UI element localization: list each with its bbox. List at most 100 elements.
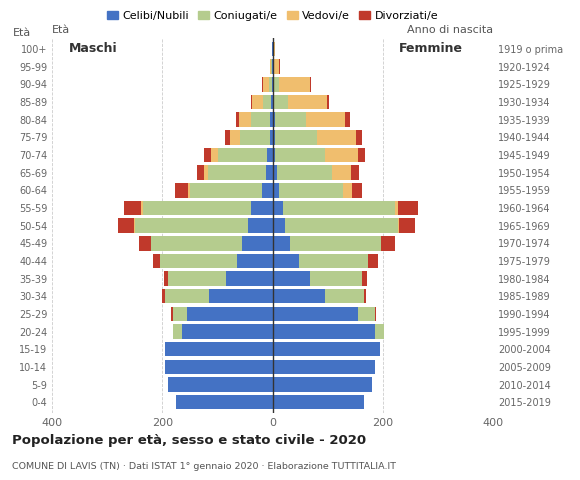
Bar (273, 253, 299, 268)
Bar (118, 218, 134, 233)
Bar (242, 236, 273, 251)
Bar (345, 112, 350, 127)
Bar (290, 236, 381, 251)
Bar (306, 112, 345, 127)
Bar (188, 183, 190, 198)
Bar (237, 253, 273, 268)
Bar (362, 271, 367, 286)
Bar (168, 271, 226, 286)
Bar (248, 218, 273, 233)
Bar (299, 253, 368, 268)
Bar (327, 95, 329, 109)
Bar (398, 201, 418, 215)
Text: Età: Età (52, 24, 70, 35)
Bar (274, 77, 279, 92)
Bar (273, 130, 275, 144)
Bar (273, 42, 275, 56)
Bar (277, 166, 332, 180)
Bar (160, 253, 237, 268)
Bar (236, 112, 239, 127)
Bar (134, 218, 135, 233)
Bar (270, 130, 273, 144)
Bar (288, 95, 327, 109)
Bar (239, 112, 251, 127)
Bar (381, 236, 395, 251)
Bar (273, 324, 375, 339)
Bar (151, 236, 242, 251)
Bar (171, 307, 173, 321)
Text: Anno di nascita: Anno di nascita (407, 24, 493, 35)
Bar (317, 130, 356, 144)
Bar (273, 60, 274, 74)
Bar (276, 112, 306, 127)
Bar (270, 60, 271, 74)
Bar (276, 130, 317, 144)
Bar (353, 183, 362, 198)
Bar (270, 112, 273, 127)
Bar (182, 324, 273, 339)
Bar (332, 166, 351, 180)
Bar (310, 77, 311, 92)
Bar (164, 271, 168, 286)
Bar (240, 130, 270, 144)
Bar (356, 130, 362, 144)
Bar (273, 289, 325, 303)
Bar (173, 324, 182, 339)
Bar (310, 271, 362, 286)
Bar (273, 307, 358, 321)
Bar (173, 307, 187, 321)
Bar (279, 183, 343, 198)
Text: Età: Età (13, 28, 31, 38)
Bar (176, 395, 273, 409)
Bar (273, 395, 364, 409)
Bar (325, 289, 364, 303)
Bar (262, 183, 273, 198)
Text: Popolazione per età, sesso e stato civile - 2020: Popolazione per età, sesso e stato civil… (12, 434, 366, 447)
Bar (273, 236, 290, 251)
Bar (273, 95, 274, 109)
Bar (273, 218, 285, 233)
Bar (282, 201, 396, 215)
Bar (230, 130, 240, 144)
Bar (218, 148, 267, 162)
Bar (343, 183, 353, 198)
Bar (165, 289, 209, 303)
Bar (263, 77, 269, 92)
Bar (273, 377, 372, 392)
Bar (251, 201, 273, 215)
Bar (368, 253, 378, 268)
Bar (266, 166, 273, 180)
Bar (273, 360, 375, 374)
Bar (211, 148, 218, 162)
Bar (135, 218, 248, 233)
Bar (351, 166, 359, 180)
Text: Femmine: Femmine (400, 43, 463, 56)
Bar (398, 218, 400, 233)
Bar (168, 377, 273, 392)
Bar (271, 95, 273, 109)
Bar (190, 183, 262, 198)
Text: Maschi: Maschi (69, 43, 117, 56)
Bar (251, 112, 270, 127)
Bar (267, 148, 273, 162)
Bar (269, 77, 272, 92)
Bar (273, 183, 279, 198)
Bar (358, 148, 365, 162)
Bar (276, 148, 325, 162)
Bar (204, 166, 208, 180)
Bar (274, 95, 288, 109)
Bar (226, 271, 273, 286)
Bar (153, 253, 160, 268)
Bar (396, 201, 398, 215)
Legend: Celibi/Nubili, Coniugati/e, Vedovi/e, Divorziati/e: Celibi/Nubili, Coniugati/e, Vedovi/e, Di… (103, 7, 443, 25)
Bar (325, 148, 358, 162)
Bar (209, 289, 273, 303)
Bar (364, 289, 366, 303)
Bar (400, 218, 415, 233)
Bar (165, 342, 273, 357)
Bar (204, 148, 211, 162)
Bar (197, 166, 204, 180)
Bar (271, 60, 272, 74)
Bar (225, 130, 230, 144)
Bar (273, 201, 282, 215)
